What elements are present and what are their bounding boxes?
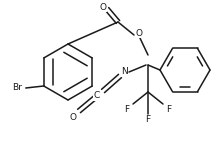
Text: F: F <box>145 115 151 125</box>
Text: N: N <box>121 67 127 77</box>
Text: C: C <box>94 92 100 100</box>
Text: O: O <box>69 113 77 121</box>
Text: Br: Br <box>12 84 22 93</box>
Text: F: F <box>166 105 172 113</box>
Text: F: F <box>125 105 130 113</box>
Text: O: O <box>135 28 143 38</box>
Text: O: O <box>99 2 107 12</box>
